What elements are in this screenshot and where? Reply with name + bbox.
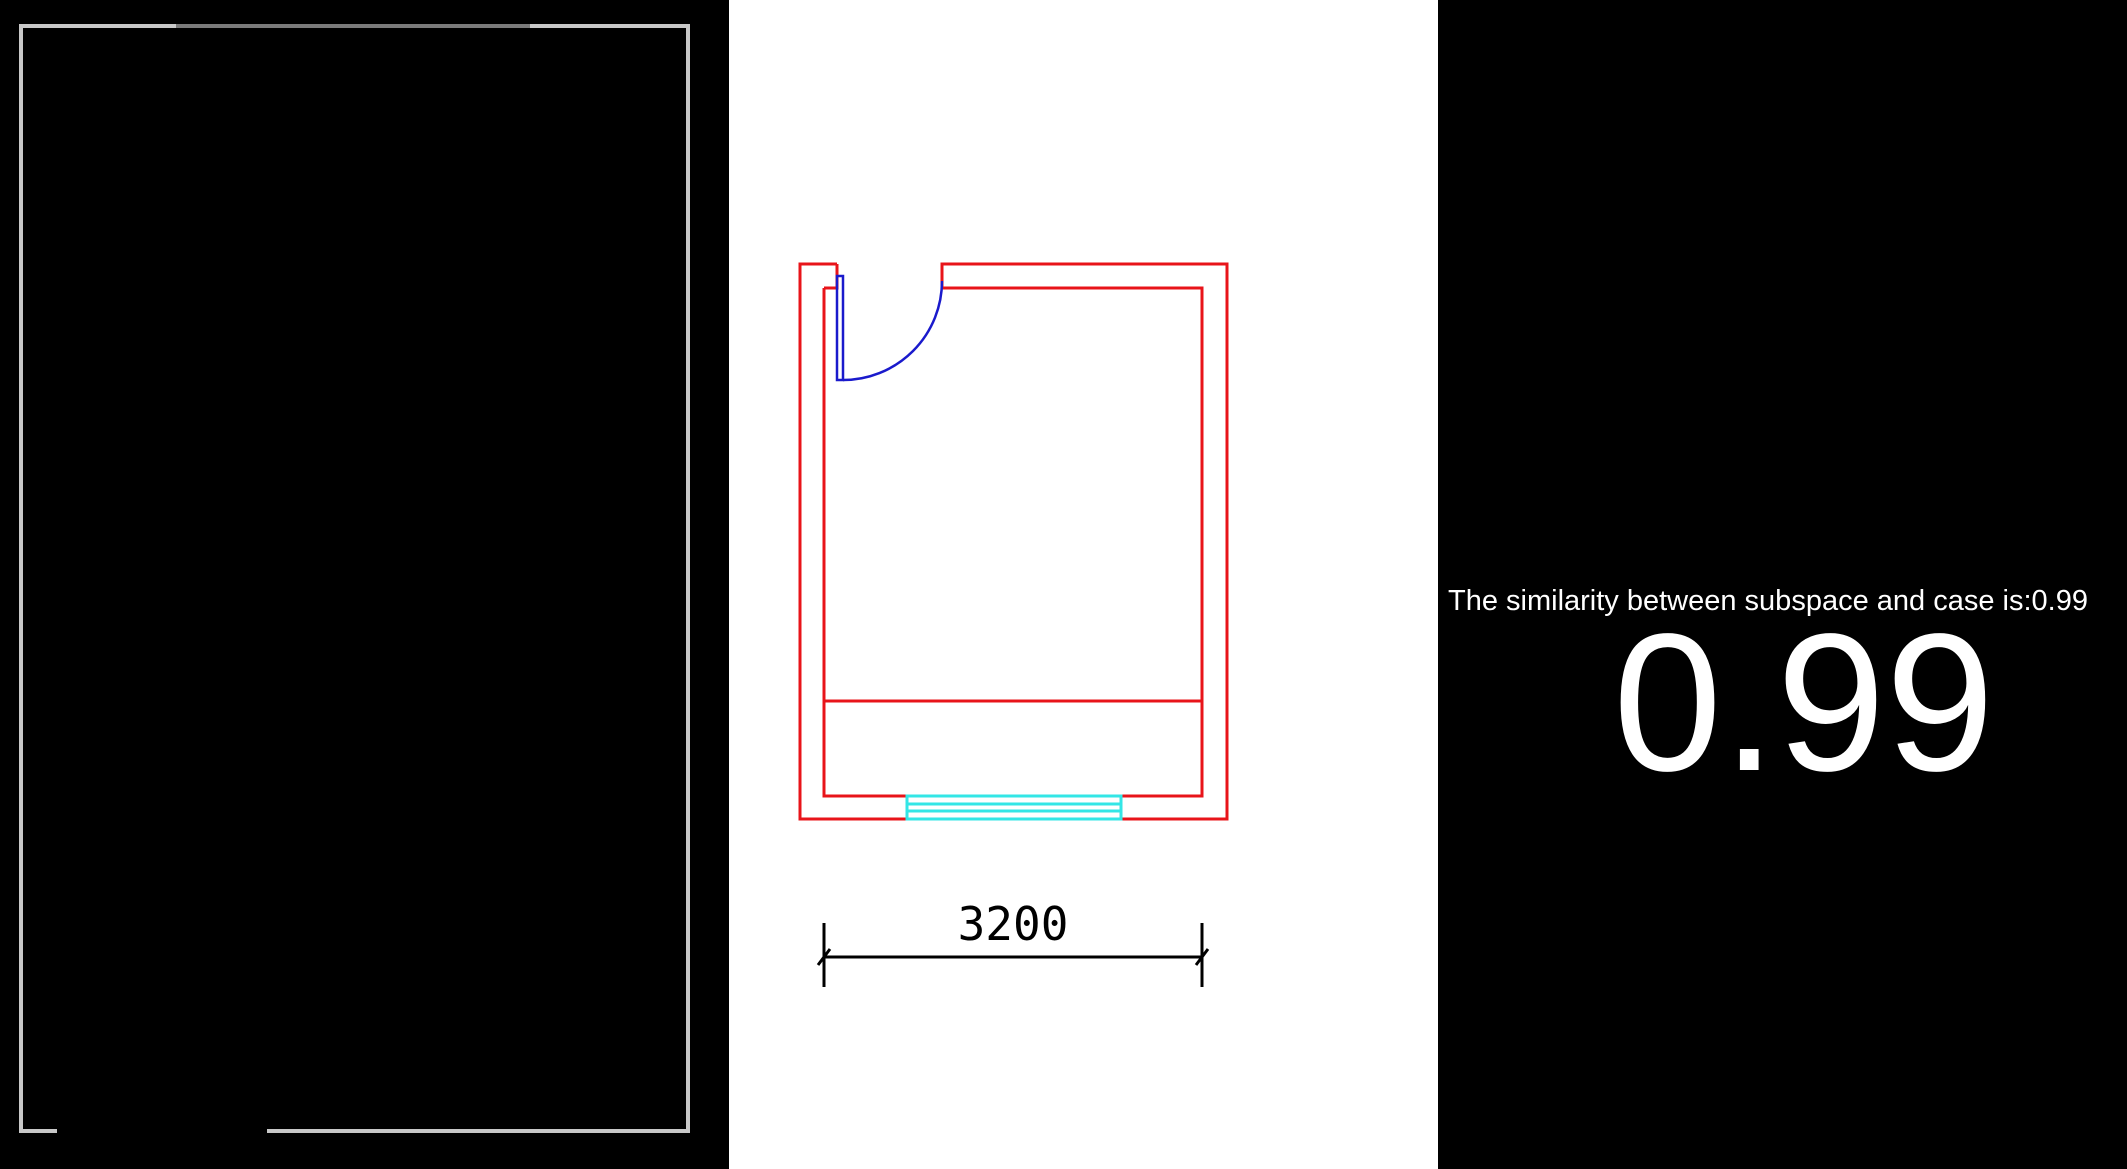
case-walls xyxy=(798,262,1229,821)
subspace-wall-left xyxy=(19,24,176,1133)
dimension-tick-right xyxy=(1194,948,1210,966)
outer-wall-right xyxy=(940,262,1229,821)
window xyxy=(905,794,1123,821)
door-jamb-left xyxy=(824,264,839,290)
subspace-outline xyxy=(19,24,690,1133)
subspace-wall-right xyxy=(267,24,690,1133)
score-panel: The similarity between subspace and case… xyxy=(1438,0,2127,1169)
dimension-tick-left xyxy=(816,948,832,966)
door-swing-arc xyxy=(842,280,944,382)
dimension-label: 3200 xyxy=(958,897,1069,951)
case-panel: 3200 xyxy=(729,0,1438,1169)
similarity-caption: The similarity between subspace and case… xyxy=(1448,585,2088,617)
case-floor-plan: 3200 xyxy=(798,262,1229,987)
similarity-value: 0.99 xyxy=(1613,593,1995,812)
subspace-panel xyxy=(0,0,729,1169)
door xyxy=(835,274,944,382)
dimension-line xyxy=(816,923,1210,987)
door-leaf xyxy=(835,274,845,382)
subspace-drawing xyxy=(19,24,690,1133)
inner-wall-right xyxy=(942,286,1204,798)
outer-wall-left xyxy=(798,262,907,821)
inner-wall-left xyxy=(822,288,907,798)
window-frame xyxy=(905,794,1123,821)
